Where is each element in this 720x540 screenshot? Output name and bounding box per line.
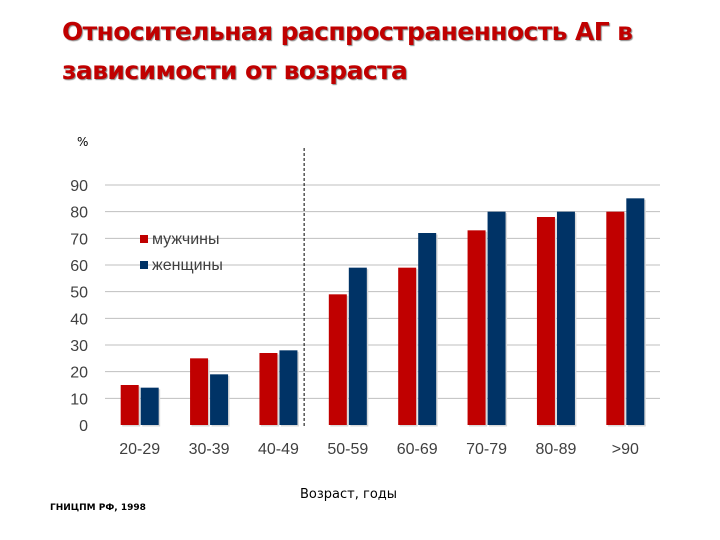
bar-men xyxy=(606,211,625,425)
bar-men xyxy=(398,267,417,425)
legend-swatch xyxy=(140,235,148,243)
bar-women xyxy=(140,387,159,425)
chart-title: Относительная распространенность АГ в за… xyxy=(62,17,633,85)
y-tick-label: 80 xyxy=(70,205,88,222)
x-tick-label: 40-49 xyxy=(258,441,299,458)
bar-men xyxy=(328,294,347,425)
bar-women xyxy=(418,233,437,425)
x-tick-label: 20-29 xyxy=(119,441,160,458)
x-tick-label: 70-79 xyxy=(466,441,507,458)
x-tick-label: 60-69 xyxy=(397,441,438,458)
y-tick-label: 20 xyxy=(70,365,88,382)
bar-women xyxy=(626,198,645,425)
y-axis-label: % xyxy=(77,135,88,149)
bar-women xyxy=(210,374,229,425)
x-axis-label: Возраст, годы xyxy=(300,487,398,502)
y-tick-label: 90 xyxy=(70,178,88,195)
x-tick-label: 50-59 xyxy=(327,441,368,458)
bar-men xyxy=(536,217,555,425)
bar-men xyxy=(259,353,278,425)
y-tick-label: 10 xyxy=(70,391,88,408)
y-tick-label: 50 xyxy=(70,285,88,302)
y-tick-label: 40 xyxy=(70,311,88,328)
bars xyxy=(120,198,646,427)
bar-men xyxy=(120,385,139,425)
bar-women xyxy=(556,211,575,425)
source-note: ГНИЦПМ РФ, 1998 xyxy=(50,503,146,513)
bar-women xyxy=(279,350,298,425)
y-tick-label: 60 xyxy=(70,258,88,275)
bar-men xyxy=(190,358,209,425)
legend: мужчины женщины xyxy=(140,231,223,274)
x-tick-labels: 20-29 30-39 40-49 50-59 60-69 70-79 80-89 >90 xyxy=(119,441,639,458)
y-tick-label: 0 xyxy=(79,418,88,435)
bar-women xyxy=(487,211,506,425)
y-tick-labels: 0 10 20 30 40 50 60 70 80 90 xyxy=(70,178,88,435)
bar-women xyxy=(348,267,367,425)
bar-men xyxy=(467,230,486,425)
y-tick-label: 30 xyxy=(70,338,88,355)
legend-label: мужчины xyxy=(152,231,220,248)
gridlines xyxy=(105,184,660,399)
x-tick-label: 80-89 xyxy=(535,441,576,458)
x-tick-label: >90 xyxy=(612,441,639,458)
y-tick-label: 70 xyxy=(70,231,88,248)
x-tick-label: 30-39 xyxy=(189,441,230,458)
legend-label: женщины xyxy=(152,257,223,274)
legend-swatch xyxy=(140,261,148,269)
